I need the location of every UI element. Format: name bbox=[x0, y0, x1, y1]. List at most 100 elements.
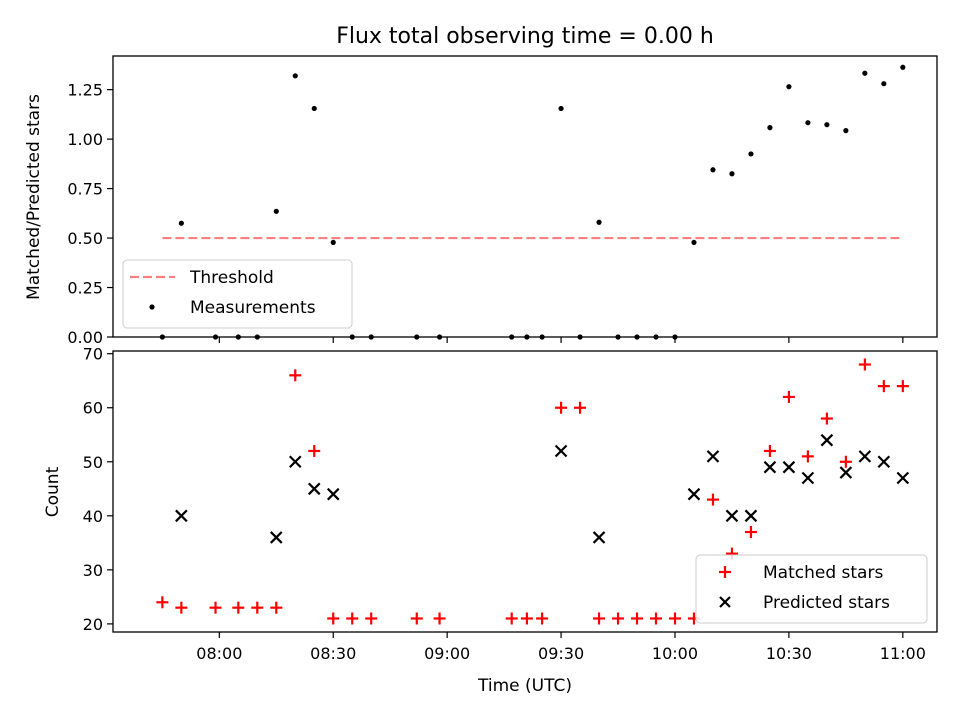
predicted-star-point bbox=[839, 466, 853, 479]
measurement-point bbox=[748, 151, 754, 157]
top-axes-ticks: 0.00 0.25 0.50 0.75 1.00 1.25 bbox=[67, 81, 904, 347]
measurement-point bbox=[767, 125, 773, 131]
bottom-axes-ticks: 20 30 40 50 60 70 08:00 08:30 09:00 09:30 10:00 10:… bbox=[83, 345, 926, 663]
top-axes-frame bbox=[112, 55, 938, 338]
top-legend: Threshold Measurements bbox=[122, 259, 353, 329]
top-y-tick-label: 1.25 bbox=[67, 81, 103, 100]
measurement-point bbox=[273, 208, 279, 214]
legend-matched-label: Matched stars bbox=[763, 563, 883, 583]
matched-star-point bbox=[801, 450, 814, 463]
bottom-y-tick-label: 50 bbox=[83, 453, 103, 472]
x-tick-label: 08:30 bbox=[310, 644, 356, 663]
matched-star-point bbox=[877, 380, 890, 393]
matched-star-point bbox=[156, 596, 169, 609]
measurement-point bbox=[862, 70, 868, 76]
chart-title: Flux total observing time = 0.00 h bbox=[336, 24, 714, 49]
legend-measurements-swatch bbox=[149, 304, 155, 310]
matched-star-point bbox=[706, 493, 719, 506]
predicted-star-point bbox=[896, 471, 910, 485]
measurement-point bbox=[824, 122, 830, 128]
matched-star-point bbox=[209, 601, 222, 614]
matched-star-point bbox=[270, 601, 283, 614]
predicted-star-point bbox=[801, 471, 815, 485]
legend-measurements-label: Measurements bbox=[190, 298, 316, 318]
matched-star-point bbox=[593, 612, 606, 625]
predicted-star-point bbox=[175, 509, 188, 523]
top-y-axis-label: Matched/Predicted stars bbox=[24, 94, 44, 300]
predicted-star-point bbox=[326, 487, 340, 501]
predicted-star-point bbox=[763, 460, 777, 474]
bottom-y-tick-label: 20 bbox=[83, 615, 103, 634]
matched-star-point bbox=[365, 612, 378, 625]
predicted-star-point bbox=[744, 509, 758, 523]
matched-star-point bbox=[631, 612, 644, 625]
matched-star-point bbox=[175, 601, 188, 614]
top-y-tick-label: 0.75 bbox=[67, 180, 103, 199]
bottom-axes-frame bbox=[112, 350, 938, 633]
measurement-point bbox=[330, 239, 336, 246]
matched-star-point bbox=[612, 612, 625, 625]
measurement-point bbox=[596, 219, 602, 225]
predicted-star-point bbox=[270, 531, 283, 544]
bottom-legend: Matched stars Predicted stars bbox=[695, 554, 928, 624]
measurement-point bbox=[900, 64, 906, 70]
matched-star-point bbox=[346, 612, 359, 625]
predicted-star-point bbox=[877, 455, 891, 469]
top-y-tick-label: 0.25 bbox=[67, 279, 103, 298]
matched-star-point bbox=[896, 380, 909, 393]
measurement-point bbox=[311, 105, 317, 112]
top-y-tick-label: 0.00 bbox=[67, 328, 103, 347]
top-legend-box bbox=[122, 259, 353, 329]
matched-star-point bbox=[289, 369, 302, 382]
measurement-point bbox=[292, 73, 298, 79]
predicted-star-point bbox=[725, 509, 739, 523]
legend-predicted-swatch bbox=[719, 596, 731, 608]
predicted-star-point bbox=[554, 444, 568, 458]
predicted-star-point bbox=[307, 482, 321, 496]
measurement-point bbox=[729, 171, 735, 177]
matched-star-point bbox=[555, 401, 568, 414]
predicted-stars-series bbox=[175, 433, 910, 544]
bottom-legend-box bbox=[695, 554, 928, 624]
x-axis-label: Time (UTC) bbox=[477, 676, 572, 696]
matched-star-point bbox=[536, 612, 549, 625]
x-tick-label: 10:30 bbox=[766, 644, 812, 663]
predicted-star-point bbox=[687, 487, 701, 501]
matched-star-point bbox=[520, 612, 533, 625]
bottom-y-axis-label: Count bbox=[43, 466, 63, 517]
legend-threshold-label: Threshold bbox=[189, 268, 274, 288]
matched-star-point bbox=[232, 601, 245, 614]
bottom-y-tick-label: 30 bbox=[83, 561, 103, 580]
top-panel: Flux total observing time = 0.00 h 0.000… bbox=[24, 24, 938, 347]
measurement-point bbox=[786, 84, 792, 90]
matched-star-point bbox=[433, 612, 446, 625]
matched-star-point bbox=[505, 612, 518, 625]
predicted-star-point bbox=[592, 531, 606, 544]
matched-star-point bbox=[650, 612, 663, 625]
matched-star-point bbox=[782, 390, 795, 403]
top-y-tick-label: 1.00 bbox=[67, 130, 103, 149]
measurement-point bbox=[881, 81, 887, 87]
matched-star-point bbox=[858, 358, 871, 371]
legend-matched-swatch bbox=[719, 566, 731, 578]
matched-star-point bbox=[574, 401, 587, 414]
matched-star-point bbox=[668, 612, 681, 625]
top-y-tick-label: 0.50 bbox=[67, 229, 103, 248]
matched-stars-series bbox=[156, 358, 909, 625]
measurement-point bbox=[558, 105, 564, 112]
x-tick-label: 10:00 bbox=[652, 644, 698, 663]
matched-star-point bbox=[763, 444, 776, 457]
matched-star-point bbox=[327, 612, 340, 625]
predicted-star-point bbox=[288, 455, 302, 469]
measurement-point bbox=[843, 128, 849, 134]
x-tick-label: 11:00 bbox=[880, 644, 926, 663]
bottom-y-tick-label: 60 bbox=[83, 399, 103, 418]
measurement-point bbox=[710, 167, 716, 173]
matched-star-point bbox=[744, 526, 757, 539]
bottom-y-tick-label: 40 bbox=[83, 507, 103, 526]
measurement-point bbox=[178, 220, 184, 226]
legend-predicted-label: Predicted stars bbox=[763, 593, 890, 613]
matched-star-point bbox=[839, 455, 852, 468]
matched-star-point bbox=[251, 601, 264, 614]
